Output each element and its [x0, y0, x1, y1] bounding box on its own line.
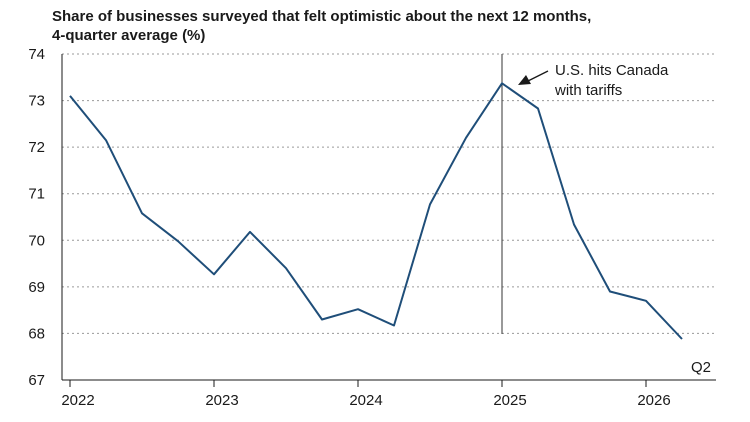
end-label: Q2	[691, 359, 711, 376]
y-tick-label-73: 73	[28, 93, 45, 110]
x-tick-label-2022: 2022	[61, 392, 94, 409]
chart-title-line-1: Share of businesses surveyed that felt o…	[52, 8, 592, 25]
chart-title-line-2: 4-quarter average (%)	[52, 27, 206, 44]
annotation-arrow-line	[527, 70, 549, 82]
y-tick-label-72: 72	[28, 139, 45, 156]
y-tick-label-68: 68	[28, 325, 45, 342]
x-tick-label-2026: 2026	[637, 392, 670, 409]
x-tick-label-2025: 2025	[493, 392, 526, 409]
x-tick-label-2023: 2023	[205, 392, 238, 409]
annotation-text-line-2: with tariffs	[554, 82, 622, 99]
y-tick-label-71: 71	[28, 186, 45, 203]
series-line-0	[69, 82, 683, 340]
annotation-arrow-head	[518, 75, 531, 85]
y-tick-label-69: 69	[28, 279, 45, 296]
chart-title: Share of businesses surveyed that felt o…	[52, 7, 591, 45]
y-tick-label-67: 67	[28, 372, 45, 389]
annotation-text-line-1: U.S. hits Canada	[555, 62, 669, 79]
y-tick-label-70: 70	[28, 232, 45, 249]
y-tick-label-74: 74	[28, 46, 45, 63]
x-tick-label-2024: 2024	[349, 392, 382, 409]
